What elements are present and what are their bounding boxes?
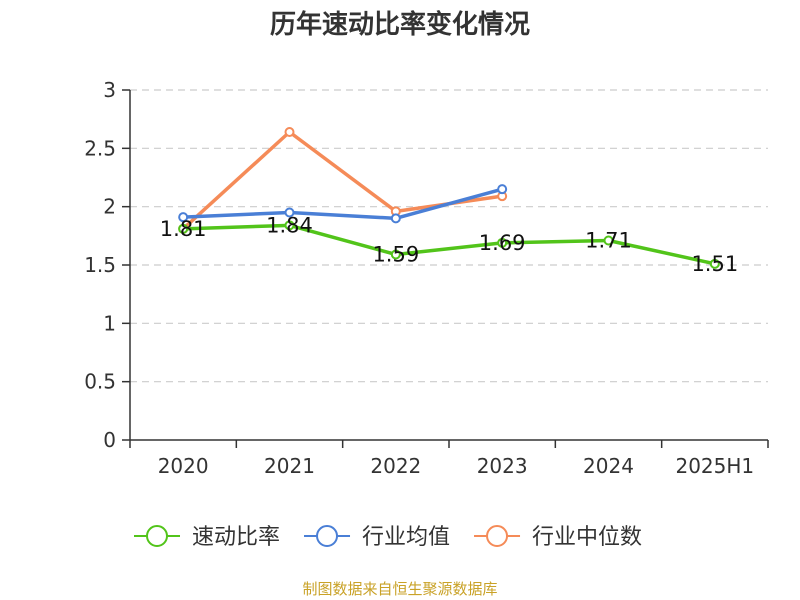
legend-swatch-marker	[146, 525, 168, 547]
series-line-0	[183, 223, 716, 266]
data-point	[284, 207, 295, 218]
y-tick-label: 3	[103, 78, 116, 102]
x-tick-label: 2020	[158, 454, 209, 478]
legend-label: 行业均值	[362, 525, 450, 550]
legend-swatch-marker	[316, 525, 339, 547]
data-point	[390, 213, 401, 224]
series-layer	[178, 127, 720, 269]
x-tick-label: 2023	[477, 454, 528, 478]
legend-label: 行业中位数	[532, 525, 642, 550]
data-label: 1.69	[479, 231, 526, 255]
data-point	[284, 220, 295, 231]
x-tick-label: 2022	[370, 454, 421, 478]
x-tick-label: 2021	[264, 454, 315, 478]
data-label: 1.84	[266, 213, 313, 237]
y-tick-label: 2	[103, 195, 116, 219]
x-tick-label: 2024	[583, 454, 634, 478]
y-tick-label: 0	[103, 428, 116, 452]
data-point	[497, 184, 508, 195]
chart-title: 历年速动比率变化情况	[269, 10, 530, 40]
data-label: 1.71	[585, 229, 632, 253]
series-line-1	[183, 187, 503, 221]
y-tick-label: 2.5	[84, 136, 116, 160]
legend-swatch-marker	[486, 525, 509, 547]
source-note: 制图数据来自恒生聚源数据库	[302, 580, 498, 598]
y-tick-label: 1.5	[84, 253, 116, 277]
data-point	[497, 237, 508, 248]
y-tick-label: 1	[103, 311, 116, 335]
legend: 速动比率 行业均值 行业中位数	[134, 525, 642, 550]
x-tick-label: 2025H1	[675, 454, 754, 478]
data-point	[390, 249, 401, 260]
data-point	[709, 258, 720, 269]
data-label-layer: 1.81 1.84 1.59 1.69 1.71 1.51	[160, 213, 738, 276]
y-tick-label: 0.5	[84, 370, 116, 394]
data-point	[178, 212, 189, 223]
data-label: 1.51	[691, 252, 738, 276]
data-label: 1.81	[160, 217, 207, 241]
axis-layer: 0 0.5 1 1.5 2 2.5 3 2020 2021 2022 2023 2024 2025H1	[84, 78, 769, 478]
legend-label: 速动比率	[192, 525, 280, 550]
data-point	[603, 235, 614, 246]
data-label: 1.59	[372, 243, 419, 267]
data-point	[284, 127, 295, 137]
grid-layer	[130, 89, 768, 383]
data-point	[178, 223, 189, 234]
